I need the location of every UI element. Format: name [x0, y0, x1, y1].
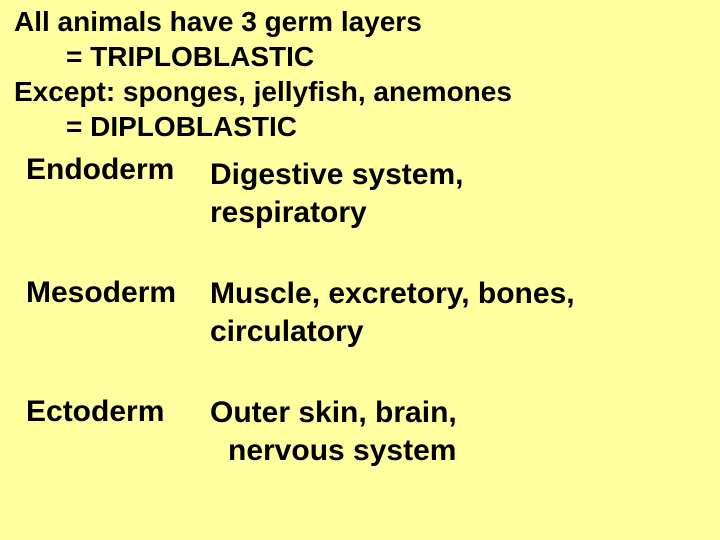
row-ectoderm: Ectoderm Outer skin, brain, nervous syst… — [26, 394, 710, 469]
desc-mesoderm-line2: circulatory — [210, 313, 710, 351]
term-mesoderm: Mesoderm — [26, 275, 210, 311]
header-line-2: = TRIPLOBLASTIC — [14, 39, 710, 74]
desc-ectoderm-line2: nervous system — [210, 432, 710, 470]
term-endoderm: Endoderm — [26, 152, 210, 188]
header-block: All animals have 3 germ layers = TRIPLOB… — [14, 4, 710, 144]
desc-mesoderm: Muscle, excretory, bones, circulatory — [210, 275, 710, 350]
row-endoderm: Endoderm Digestive system, respiratory — [26, 152, 710, 231]
desc-endoderm: Digestive system, respiratory — [210, 152, 710, 231]
germ-layer-rows: Endoderm Digestive system, respiratory M… — [26, 152, 710, 469]
header-line-3: Except: sponges, jellyfish, anemones — [14, 76, 512, 107]
desc-ectoderm-line1: Outer skin, brain, — [210, 396, 457, 429]
header-line-1: All animals have 3 germ layers — [14, 6, 422, 37]
term-ectoderm: Ectoderm — [26, 394, 210, 430]
desc-endoderm-line1: Digestive system, — [210, 158, 463, 191]
row-mesoderm: Mesoderm Muscle, excretory, bones, circu… — [26, 275, 710, 350]
desc-endoderm-line2: respiratory — [210, 194, 710, 232]
slide: All animals have 3 germ layers = TRIPLOB… — [0, 0, 720, 540]
desc-ectoderm: Outer skin, brain, nervous system — [210, 394, 710, 469]
header-line-4: = DIPLOBLASTIC — [14, 109, 710, 144]
desc-mesoderm-line1: Muscle, excretory, bones, — [210, 277, 575, 310]
